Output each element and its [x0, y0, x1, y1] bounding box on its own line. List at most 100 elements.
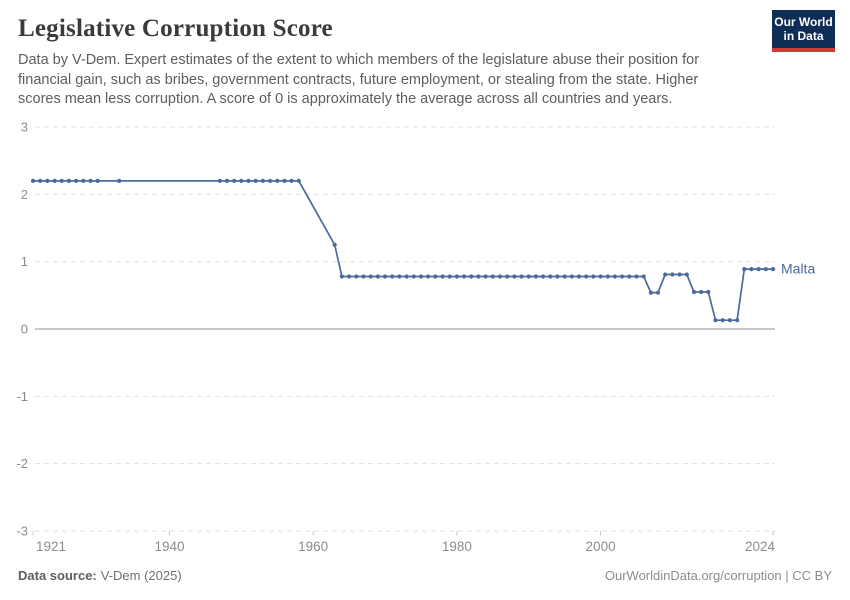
data-point[interactable] — [490, 274, 495, 279]
data-point[interactable] — [404, 274, 409, 279]
data-point[interactable] — [605, 274, 610, 279]
data-point[interactable] — [30, 178, 36, 183]
data-point[interactable] — [81, 178, 86, 183]
data-point[interactable] — [713, 318, 718, 323]
data-point[interactable] — [59, 178, 64, 183]
data-point[interactable] — [469, 274, 474, 279]
data-point[interactable] — [426, 274, 431, 279]
data-point[interactable] — [476, 274, 481, 279]
data-point[interactable] — [447, 274, 452, 279]
data-point[interactable] — [505, 274, 510, 279]
data-point[interactable] — [368, 274, 373, 279]
data-point[interactable] — [66, 178, 71, 183]
data-point[interactable] — [52, 178, 57, 183]
data-point[interactable] — [296, 178, 301, 183]
data-point[interactable] — [576, 274, 582, 279]
x-tick-label: 2024 — [745, 539, 776, 554]
series-label[interactable]: Malta — [781, 261, 815, 277]
data-point[interactable] — [627, 274, 632, 279]
data-source: Data source: V-Dem (2025) — [18, 568, 182, 583]
data-point[interactable] — [411, 274, 416, 279]
data-point[interactable] — [735, 318, 740, 323]
data-point[interactable] — [354, 274, 359, 279]
data-point[interactable] — [555, 274, 560, 279]
data-point[interactable] — [641, 274, 646, 279]
data-point[interactable] — [232, 178, 237, 183]
data-point[interactable] — [584, 274, 589, 279]
credit-link[interactable]: OurWorldinData.org/corruption | CC BY — [604, 568, 832, 583]
data-point[interactable] — [45, 178, 50, 183]
data-point[interactable] — [634, 274, 639, 279]
data-point[interactable] — [749, 267, 754, 272]
data-source-label: Data source: — [18, 568, 97, 583]
y-tick-label: 0 — [21, 322, 28, 337]
data-point[interactable] — [763, 267, 768, 272]
data-point[interactable] — [74, 178, 79, 183]
data-point[interactable] — [548, 274, 553, 279]
data-point[interactable] — [512, 274, 517, 279]
owid-logo-line1: Our World — [774, 15, 833, 29]
data-point[interactable] — [591, 274, 596, 279]
owid-logo[interactable]: Our World in Data — [772, 10, 835, 52]
data-point[interactable] — [38, 178, 43, 183]
data-point[interactable] — [454, 274, 459, 279]
data-point[interactable] — [699, 289, 704, 295]
data-point[interactable] — [275, 178, 280, 183]
data-point[interactable] — [282, 178, 287, 183]
data-point[interactable] — [339, 274, 344, 279]
data-point[interactable] — [706, 289, 711, 295]
data-point[interactable] — [598, 274, 603, 279]
data-point[interactable] — [526, 274, 531, 279]
data-point[interactable] — [727, 318, 733, 323]
data-point[interactable] — [117, 178, 122, 183]
data-point[interactable] — [375, 274, 380, 279]
data-point[interactable] — [332, 242, 337, 247]
data-point[interactable] — [655, 290, 661, 295]
data-point[interactable] — [361, 274, 366, 279]
data-point[interactable] — [612, 274, 618, 279]
data-point[interactable] — [217, 178, 222, 183]
data-point[interactable] — [541, 274, 546, 279]
data-point[interactable] — [562, 274, 567, 279]
data-point[interactable] — [289, 178, 294, 183]
data-point[interactable] — [663, 272, 668, 277]
data-point[interactable] — [239, 178, 244, 183]
y-tick-label: -3 — [16, 523, 28, 538]
data-point[interactable] — [677, 272, 682, 277]
data-point[interactable] — [533, 274, 539, 279]
page-title: Legislative Corruption Score — [18, 15, 333, 42]
data-point[interactable] — [390, 274, 395, 279]
data-point[interactable] — [720, 318, 725, 323]
data-point[interactable] — [770, 267, 776, 272]
data-point[interactable] — [418, 274, 424, 279]
series-line[interactable] — [32, 180, 774, 322]
data-point[interactable] — [497, 274, 503, 279]
data-point[interactable] — [756, 267, 761, 272]
data-point[interactable] — [742, 267, 747, 272]
data-point[interactable] — [88, 178, 93, 183]
data-point[interactable] — [483, 274, 488, 279]
data-point[interactable] — [440, 274, 445, 279]
data-point[interactable] — [569, 274, 574, 279]
data-point[interactable] — [246, 178, 251, 183]
data-point[interactable] — [224, 178, 230, 183]
data-point[interactable] — [268, 178, 273, 183]
data-point[interactable] — [519, 274, 524, 279]
y-tick-label: -1 — [16, 389, 28, 404]
data-point[interactable] — [648, 290, 654, 295]
data-point[interactable] — [691, 289, 697, 295]
data-point[interactable] — [670, 272, 675, 277]
data-point[interactable] — [260, 178, 265, 183]
y-tick-label: -2 — [16, 456, 28, 471]
data-point[interactable] — [433, 274, 438, 279]
data-point[interactable] — [462, 274, 467, 279]
data-point[interactable] — [253, 178, 258, 183]
data-point[interactable] — [684, 272, 689, 277]
data-point[interactable] — [620, 274, 625, 279]
data-point[interactable] — [95, 178, 100, 183]
data-point[interactable] — [382, 274, 388, 279]
data-point[interactable] — [397, 274, 402, 279]
data-point[interactable] — [347, 274, 352, 279]
y-tick-label: 3 — [21, 120, 28, 135]
